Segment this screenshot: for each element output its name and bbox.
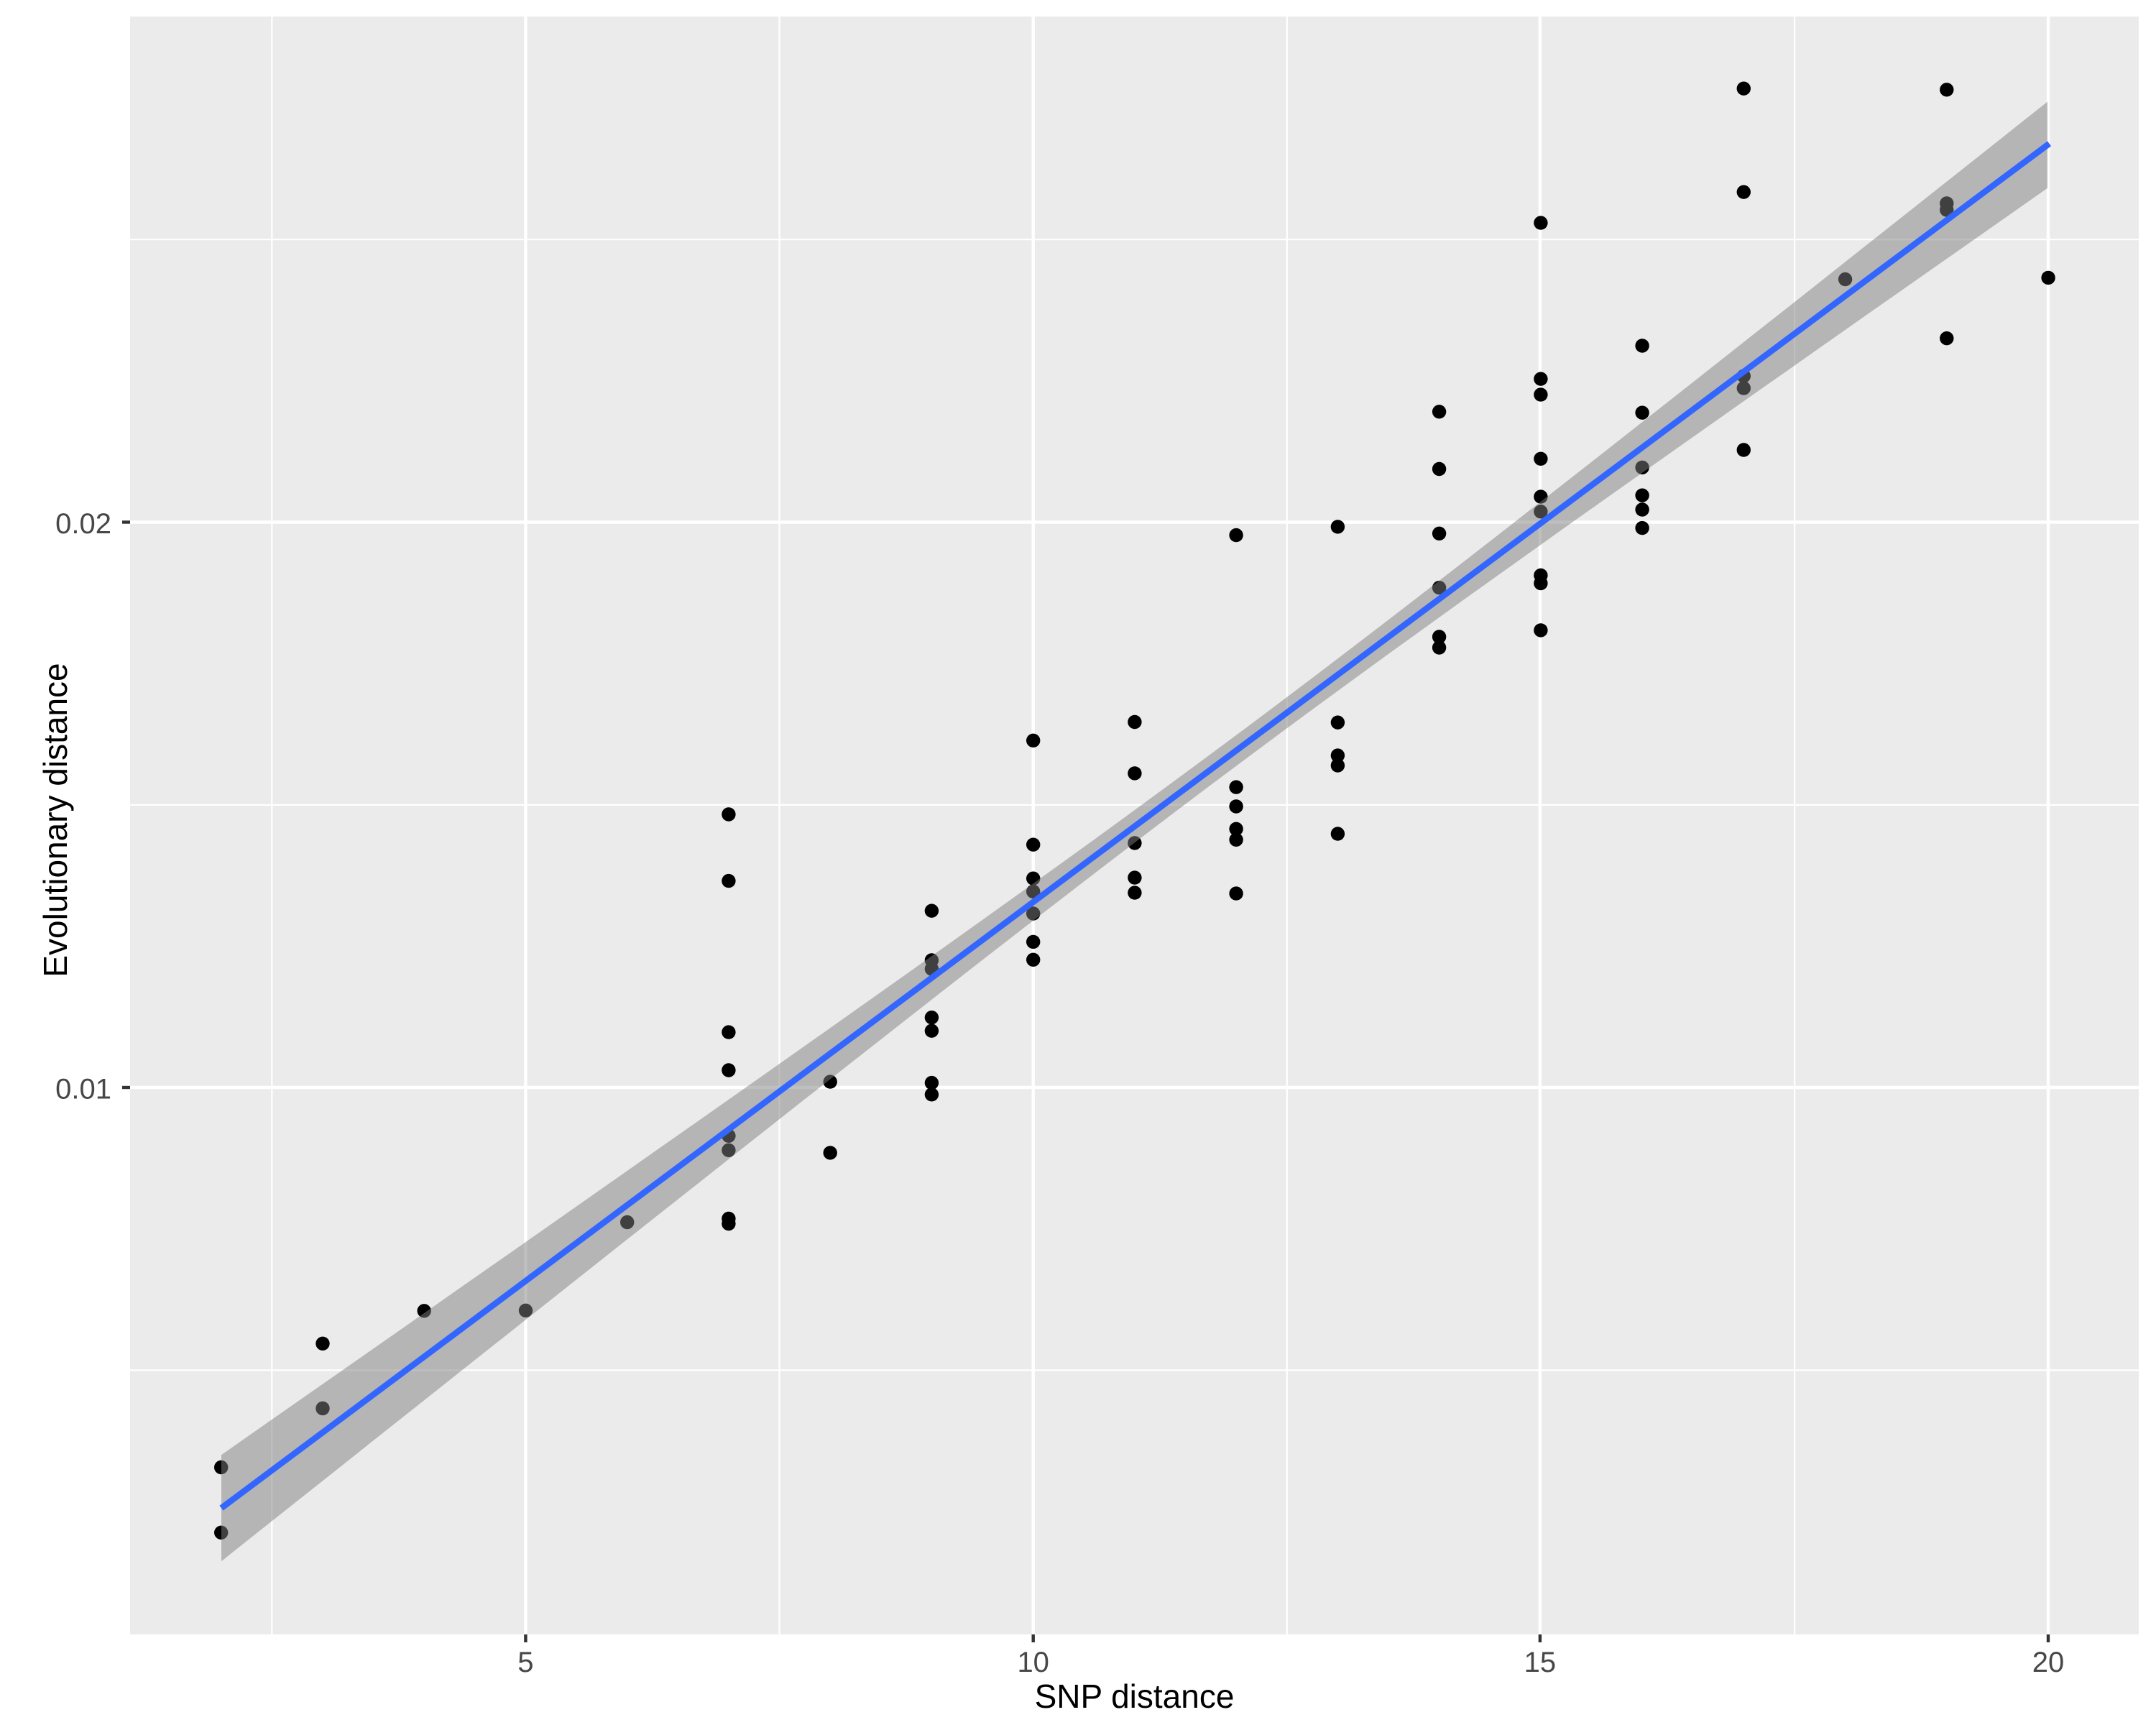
svg-text:SNP distance: SNP distance [1035, 1678, 1235, 1715]
svg-text:15: 15 [1524, 1647, 1557, 1678]
svg-text:10: 10 [1017, 1647, 1049, 1678]
svg-text:5: 5 [517, 1647, 533, 1678]
svg-text:20: 20 [2032, 1647, 2065, 1678]
svg-text:Evolutionary distance: Evolutionary distance [37, 663, 74, 977]
svg-text:0.02: 0.02 [55, 508, 111, 540]
svg-text:0.01: 0.01 [55, 1074, 111, 1105]
